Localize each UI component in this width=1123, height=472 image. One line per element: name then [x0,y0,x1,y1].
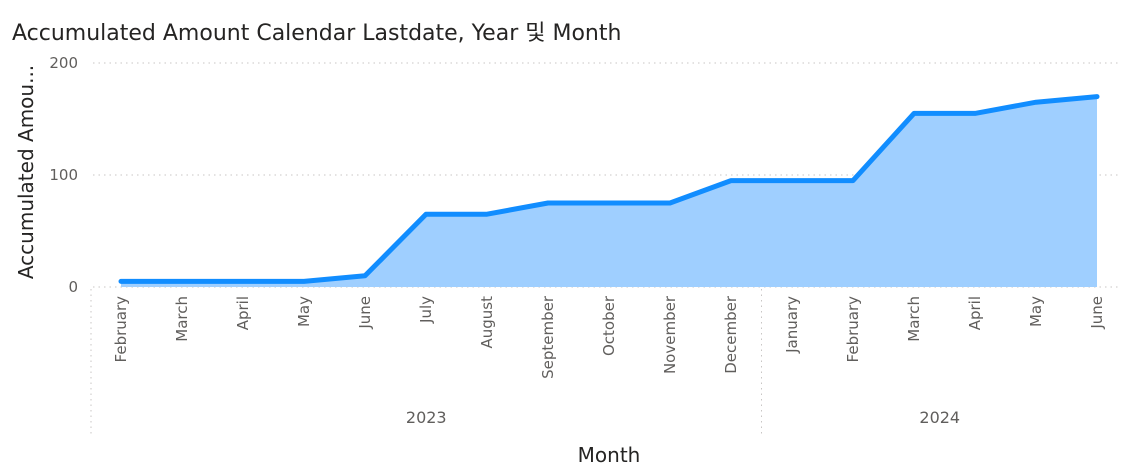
x-tick-label: December [722,295,740,374]
y-axis: 0 100 200 [49,54,78,296]
x-tick-label: January [783,296,801,354]
series-line [118,94,1100,284]
x-tick-label: July [417,296,435,324]
x-tick-label: April [966,296,984,330]
y-tick-label-200: 200 [49,54,78,72]
x-tick-label: November [661,295,679,374]
plot-area [118,94,1100,287]
x-tick-label: February [844,296,862,363]
chart-title: Accumulated Amount Calendar Lastdate, Ye… [12,21,621,46]
x-axis-year-groups: 2023 2024 [90,289,960,437]
x-tick-label: March [905,296,923,342]
y-tick-label-100: 100 [49,166,78,184]
x-tick-label: September [539,295,557,379]
y-tick-label-0: 0 [68,278,78,296]
x-tick-label: March [173,296,191,342]
x-tick-label: October [600,295,618,356]
x-axis-title: Month [578,443,641,467]
year-label: 2023 [406,408,447,427]
x-tick-label: February [112,296,130,363]
area-fill [121,96,1097,287]
x-tick-label: April [234,296,252,330]
year-label: 2024 [919,408,960,427]
x-tick-label: May [295,296,313,327]
x-tick-label: August [478,296,496,349]
x-tick-label: May [1027,296,1045,327]
x-tick-label: June [1088,296,1106,330]
y-axis-title: Accumulated Amou... [14,65,38,279]
x-axis: February March April May June July August Septe… [112,295,1106,379]
x-tick-label: June [356,296,374,330]
